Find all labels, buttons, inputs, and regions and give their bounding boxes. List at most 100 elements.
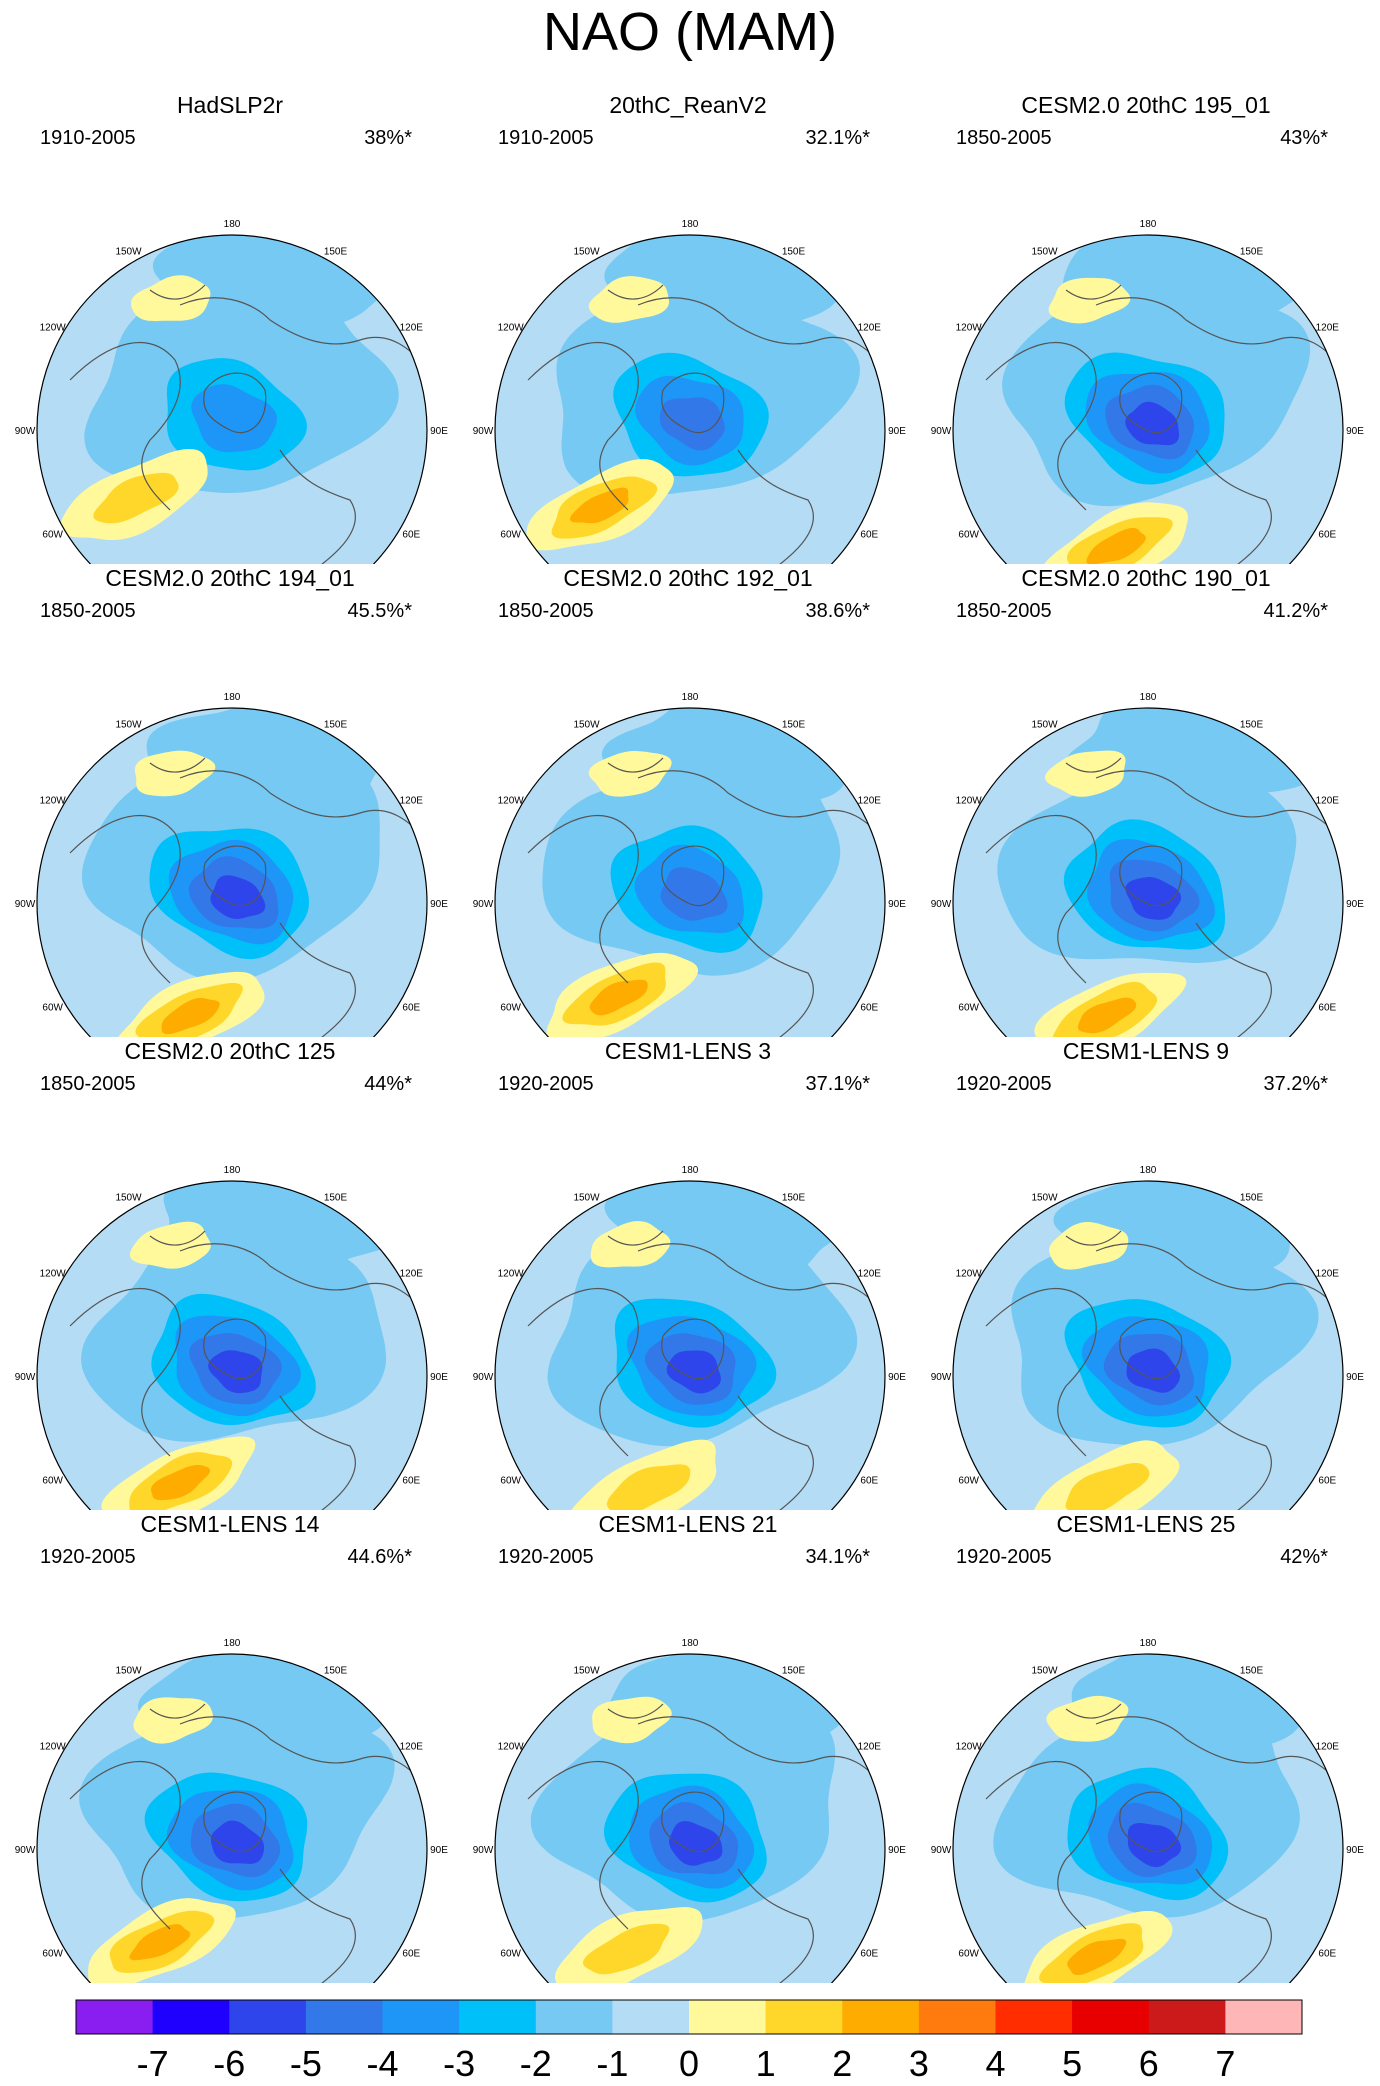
longitude-label: 150W (1031, 720, 1058, 731)
longitude-label: 150W (1031, 247, 1058, 258)
map-panel: 20thC_ReanV2 1910-2005 32.1%* 180 150E 120E 90… (458, 90, 918, 564)
longitude-label: 180 (224, 692, 241, 703)
longitude-label: 90E (430, 1372, 448, 1383)
longitude-label: 90W (473, 1372, 494, 1383)
longitude-label: 120E (1316, 323, 1340, 334)
map-panel: CESM1-LENS 21 1920-2005 34.1%* 180 150E 120E 9… (458, 1509, 918, 1983)
colorbar-label: 3 (909, 2043, 929, 2084)
longitude-label: 180 (224, 1165, 241, 1176)
longitude-label: 150W (115, 1666, 142, 1677)
colorbar-label: -1 (596, 2043, 628, 2084)
colorbar-swatch (306, 2000, 383, 2034)
longitude-label: 150E (1240, 1666, 1264, 1677)
longitude-label: 60E (860, 1476, 878, 1487)
longitude-label: 60E (1318, 530, 1336, 541)
map-panel: CESM2.0 20thC 195_01 1850-2005 43%* 180 150E… (916, 90, 1376, 564)
longitude-label: 60W (500, 1949, 521, 1960)
longitude-label: 120E (1316, 796, 1340, 807)
longitude-label: 120E (1316, 1269, 1340, 1280)
longitude-label: 150W (1031, 1193, 1058, 1204)
longitude-label: 60E (1318, 1949, 1336, 1960)
figure-title: NAO (MAM) (0, 0, 1380, 64)
colorbar-label: 1 (756, 2043, 776, 2084)
map-panel: CESM2.0 20thC 190_01 1850-2005 41.2%* 180 15… (916, 563, 1376, 1037)
colorbar-swatch (536, 2000, 613, 2034)
longitude-label: 180 (1140, 1165, 1157, 1176)
longitude-label: 60W (958, 1476, 979, 1487)
longitude-label: 90W (931, 1372, 952, 1383)
longitude-label: 60W (42, 1949, 63, 1960)
longitude-label: 150W (115, 1193, 142, 1204)
longitude-label: 120E (858, 796, 882, 807)
longitude-label: 120E (858, 1742, 882, 1753)
longitude-label: 60E (860, 530, 878, 541)
polar-map: 180150E120E90E60E30E030W60W90W120W150W (458, 90, 918, 564)
longitude-label: 180 (1140, 219, 1157, 230)
longitude-label: 60W (958, 1003, 979, 1014)
longitude-label: 60E (860, 1003, 878, 1014)
longitude-label: 180 (682, 692, 699, 703)
longitude-label: 90W (15, 426, 36, 437)
longitude-label: 90W (931, 899, 952, 910)
longitude-label: 120W (956, 1742, 983, 1753)
longitude-label: 90W (473, 899, 494, 910)
polar-map: 180150E120E90E60E30E030W60W90W120W150W (916, 90, 1376, 564)
longitude-label: 90E (888, 1372, 906, 1383)
colorbar-label: 5 (1062, 2043, 1082, 2084)
longitude-label: 90W (931, 1845, 952, 1856)
colorbar-swatch (76, 2000, 153, 2034)
longitude-label: 90W (473, 1845, 494, 1856)
longitude-label: 120E (1316, 1742, 1340, 1753)
longitude-label: 120W (956, 1269, 983, 1280)
longitude-label: 180 (682, 1638, 699, 1649)
longitude-label: 60E (402, 1476, 420, 1487)
longitude-label: 120E (858, 1269, 882, 1280)
longitude-label: 180 (1140, 692, 1157, 703)
polar-map: 180150E120E90E60E30E030W60W90W120W150W (458, 1509, 918, 1983)
longitude-label: 60E (860, 1949, 878, 1960)
map-panel: CESM2.0 20thC 194_01 1850-2005 45.5%* 180 15… (0, 563, 460, 1037)
longitude-label: 150E (782, 1666, 806, 1677)
longitude-label: 150E (782, 1193, 806, 1204)
longitude-label: 120W (498, 1269, 525, 1280)
longitude-label: 150W (573, 247, 600, 258)
colorbar-label: -2 (520, 2043, 552, 2084)
longitude-label: 60W (958, 530, 979, 541)
colorbar-swatch (612, 2000, 689, 2034)
longitude-label: 120W (498, 796, 525, 807)
colorbar-label: -4 (366, 2043, 398, 2084)
colorbar-frame (76, 2000, 1302, 2034)
colorbar-swatch (153, 2000, 230, 2034)
colorbar-label: -5 (290, 2043, 322, 2084)
longitude-label: 60W (42, 1476, 63, 1487)
longitude-label: 90W (931, 426, 952, 437)
longitude-label: 90E (888, 1845, 906, 1856)
colorbar-swatch (689, 2000, 766, 2034)
longitude-label: 60E (402, 530, 420, 541)
longitude-label: 60E (402, 1003, 420, 1014)
longitude-label: 180 (1140, 1638, 1157, 1649)
polar-map: 180150E120E90E60E30E030W60W90W120W150W (916, 563, 1376, 1037)
longitude-label: 150E (1240, 247, 1264, 258)
longitude-label: 90W (15, 1845, 36, 1856)
longitude-label: 60E (1318, 1003, 1336, 1014)
map-panel: CESM1-LENS 9 1920-2005 37.2%* 180 150E 120E 90… (916, 1036, 1376, 1510)
longitude-label: 120W (498, 1742, 525, 1753)
colorbar-swatch (919, 2000, 996, 2034)
longitude-label: 150W (573, 1193, 600, 1204)
colorbar-label: -7 (137, 2043, 169, 2084)
map-panel: CESM2.0 20thC 192_01 1850-2005 38.6%* 180 15… (458, 563, 918, 1037)
longitude-label: 150E (1240, 1193, 1264, 1204)
longitude-label: 60W (958, 1949, 979, 1960)
longitude-label: 180 (224, 219, 241, 230)
longitude-label: 90E (1346, 426, 1364, 437)
longitude-label: 150E (782, 247, 806, 258)
polar-map: 180150E120E90E60E30E030W60W90W120W150W (916, 1036, 1376, 1510)
longitude-label: 90W (15, 899, 36, 910)
colorbar-label: 0 (679, 2043, 699, 2084)
longitude-label: 150E (324, 247, 348, 258)
longitude-label: 90W (15, 1372, 36, 1383)
longitude-label: 120W (40, 1269, 67, 1280)
longitude-label: 60W (500, 530, 521, 541)
colorbar-swatch (229, 2000, 306, 2034)
